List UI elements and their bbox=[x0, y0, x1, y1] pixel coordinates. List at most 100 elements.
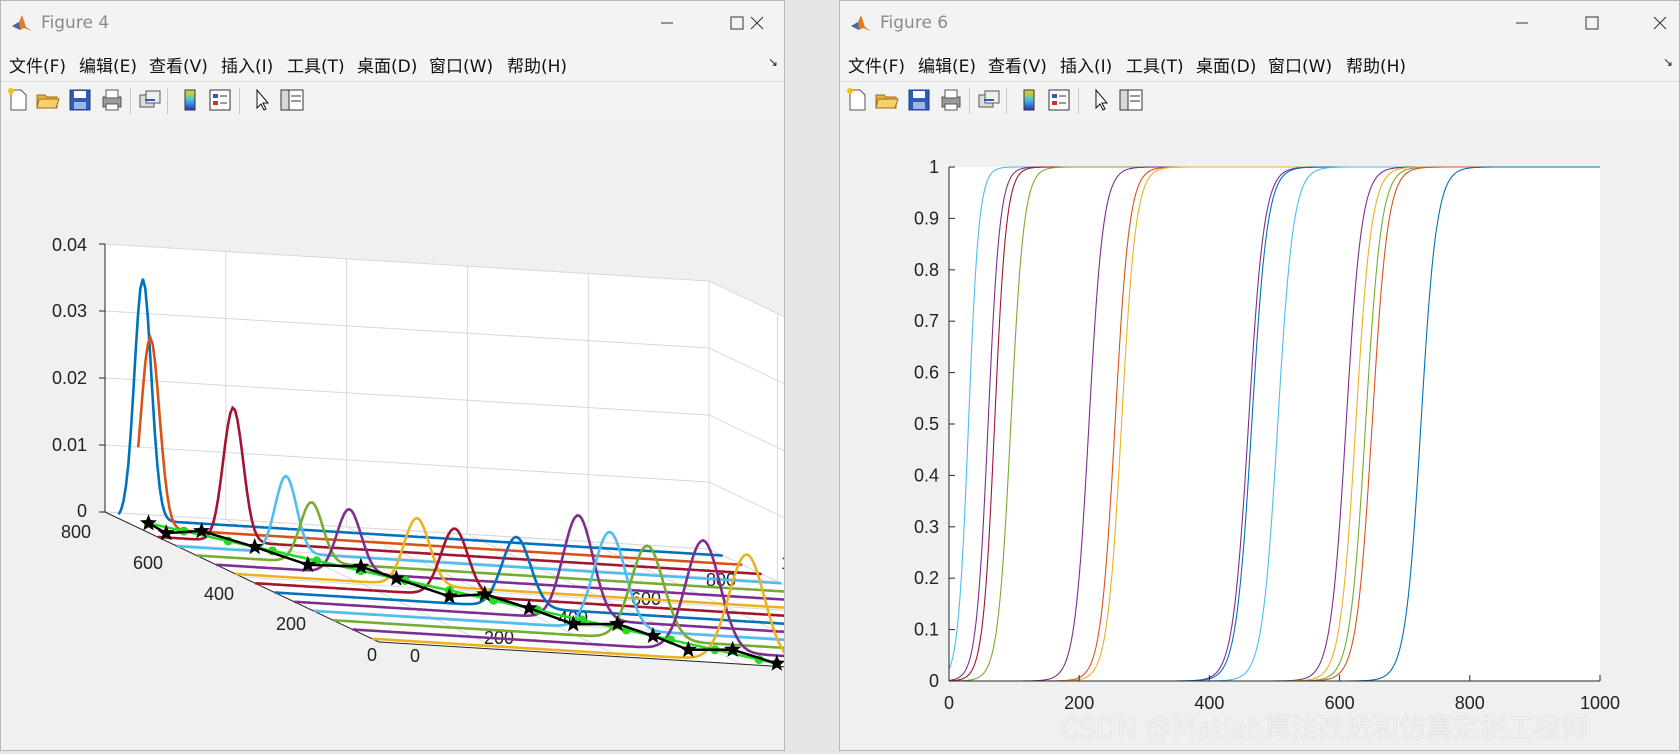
black-path-line bbox=[147, 522, 778, 665]
menu-insert[interactable]: 插入(I) bbox=[1060, 57, 1113, 77]
axes-tick-labels: 1 0.9 0.8 0.7 0.6 0.5 0.4 0.3 0.2 0.1 00 200 400 600 8… bbox=[914, 157, 1620, 713]
black-path-star bbox=[520, 599, 538, 616]
grid-line bbox=[104, 511, 710, 550]
toolbar-separator bbox=[969, 88, 970, 114]
z-tick-label: 0.02 bbox=[52, 368, 87, 388]
toolbar-separator bbox=[1078, 88, 1079, 114]
series-line bbox=[372, 553, 784, 659]
grid-line bbox=[241, 576, 784, 611]
new-figure-icon[interactable] bbox=[844, 87, 870, 113]
menu-desktop[interactable]: 桌面(D) bbox=[357, 57, 418, 77]
black-path-star bbox=[564, 615, 582, 632]
series-line bbox=[333, 544, 784, 650]
y-tick-label: 0.7 bbox=[914, 311, 939, 331]
property-inspector-icon[interactable] bbox=[279, 87, 305, 113]
menu-desktop[interactable]: 桌面(D) bbox=[1196, 57, 1257, 77]
close-button[interactable] bbox=[739, 9, 775, 37]
series-line bbox=[352, 538, 784, 658]
minimize-icon bbox=[1516, 22, 1528, 24]
menu-view[interactable]: 查看(V) bbox=[988, 57, 1047, 77]
minimize-button[interactable] bbox=[1504, 9, 1540, 37]
y-tick-label: 800 bbox=[61, 522, 91, 542]
figure4-menubar: 文件(F) 编辑(E) 查看(V) 插入(I) 工具(T) 桌面(D) 窗口(W… bbox=[1, 45, 784, 81]
y-tick-label: 0.3 bbox=[914, 517, 939, 537]
x-tick-label: 200 bbox=[1064, 693, 1094, 713]
x-tick-label: 400 bbox=[1194, 693, 1224, 713]
black-path-star bbox=[139, 514, 157, 531]
black-path-star bbox=[193, 522, 211, 539]
axes-grid bbox=[99, 243, 784, 668]
y-tick-label: 0.6 bbox=[914, 363, 939, 383]
figure4-titlebar[interactable]: Figure 4 bbox=[1, 1, 784, 45]
y-tick-label: 0.8 bbox=[914, 260, 939, 280]
series-line bbox=[216, 507, 784, 601]
menu-window[interactable]: 窗口(W) bbox=[1268, 57, 1333, 77]
close-button[interactable] bbox=[1642, 9, 1678, 37]
link-plot-icon[interactable] bbox=[976, 87, 1002, 113]
insert-legend-icon[interactable] bbox=[207, 87, 233, 113]
path-overlay bbox=[139, 514, 784, 671]
y-tick-label: 600 bbox=[133, 553, 163, 573]
y-tick-label: 0 bbox=[929, 671, 939, 691]
menu-tools[interactable]: 工具(T) bbox=[287, 57, 345, 77]
menu-insert[interactable]: 插入(I) bbox=[221, 57, 274, 77]
figure6-menubar: 文件(F) 编辑(E) 查看(V) 插入(I) 工具(T) 桌面(D) 窗口(W… bbox=[840, 45, 1679, 81]
save-icon[interactable] bbox=[67, 87, 93, 113]
surface-3d-chart[interactable]: 0.04 0.03 0.02 0.01 0 800 600 400 200 0 … bbox=[1, 119, 784, 749]
figure6-canvas: 1 0.9 0.8 0.7 0.6 0.5 0.4 0.3 0.2 0.1 0 0 200 400 600 8… bbox=[840, 119, 1679, 750]
dock-arrow-icon[interactable]: ↘ bbox=[1662, 55, 1673, 69]
maximize-button[interactable] bbox=[719, 9, 755, 37]
menu-window[interactable]: 窗口(W) bbox=[429, 57, 494, 77]
y-tick-label: 0 bbox=[367, 645, 377, 665]
sigmoid-line-chart[interactable]: 1 0.9 0.8 0.7 0.6 0.5 0.4 0.3 0.2 0.1 00 200 400 600 8… bbox=[840, 119, 1679, 749]
toolbar-separator bbox=[130, 88, 131, 114]
black-path-star bbox=[299, 555, 317, 573]
menu-view[interactable]: 查看(V) bbox=[149, 57, 208, 77]
axes-tick-labels: 0.04 0.03 0.02 0.01 0 800 600 400 200 0 … bbox=[52, 235, 784, 666]
print-icon[interactable] bbox=[938, 87, 964, 113]
x-tick-label: 1000 bbox=[1580, 693, 1620, 713]
insert-colorbar-icon[interactable] bbox=[177, 87, 203, 113]
menu-tools[interactable]: 工具(T) bbox=[1126, 57, 1184, 77]
minimize-button[interactable] bbox=[649, 9, 685, 37]
link-plot-icon[interactable] bbox=[137, 87, 163, 113]
y-tick-label: 0.2 bbox=[914, 568, 939, 588]
save-icon[interactable] bbox=[906, 87, 932, 113]
black-path-star bbox=[352, 557, 370, 574]
maximize-icon bbox=[1585, 16, 1599, 30]
black-path-star bbox=[440, 587, 458, 604]
menu-file[interactable]: 文件(F) bbox=[848, 57, 906, 77]
edit-plot-arrow-icon[interactable] bbox=[1088, 87, 1114, 113]
series-line bbox=[117, 278, 723, 557]
menu-help[interactable]: 帮助(H) bbox=[507, 57, 568, 77]
insert-legend-icon[interactable] bbox=[1046, 87, 1072, 113]
menu-edit[interactable]: 编辑(E) bbox=[918, 57, 977, 77]
watermark-text: CSDN @Matlab算法改进和仿真定制工程师 bbox=[1060, 713, 1589, 744]
black-path-star bbox=[246, 537, 264, 555]
figure4-title: Figure 4 bbox=[41, 13, 110, 33]
plot-area bbox=[949, 167, 1600, 681]
series-line bbox=[294, 514, 784, 634]
x-tick-label: 800 bbox=[1455, 693, 1485, 713]
insert-colorbar-icon[interactable] bbox=[1016, 87, 1042, 113]
open-file-icon[interactable] bbox=[35, 87, 61, 113]
new-figure-icon[interactable] bbox=[5, 87, 31, 113]
series-line bbox=[313, 530, 784, 642]
menu-help[interactable]: 帮助(H) bbox=[1346, 57, 1407, 77]
series-line bbox=[274, 535, 784, 625]
open-file-icon[interactable] bbox=[874, 87, 900, 113]
print-icon[interactable] bbox=[99, 87, 125, 113]
edit-plot-arrow-icon[interactable] bbox=[249, 87, 275, 113]
close-icon bbox=[1653, 16, 1667, 30]
menu-file[interactable]: 文件(F) bbox=[9, 57, 67, 77]
menu-edit[interactable]: 编辑(E) bbox=[79, 57, 138, 77]
y-tick-label: 1 bbox=[929, 157, 939, 177]
maximize-button[interactable] bbox=[1574, 9, 1610, 37]
close-icon bbox=[750, 16, 764, 30]
series-line bbox=[157, 405, 762, 576]
series-line bbox=[177, 474, 782, 585]
minimize-icon bbox=[661, 22, 673, 24]
figure6-titlebar[interactable]: Figure 6 bbox=[840, 1, 1679, 45]
property-inspector-icon[interactable] bbox=[1118, 87, 1144, 113]
dock-arrow-icon[interactable]: ↘ bbox=[767, 55, 778, 69]
